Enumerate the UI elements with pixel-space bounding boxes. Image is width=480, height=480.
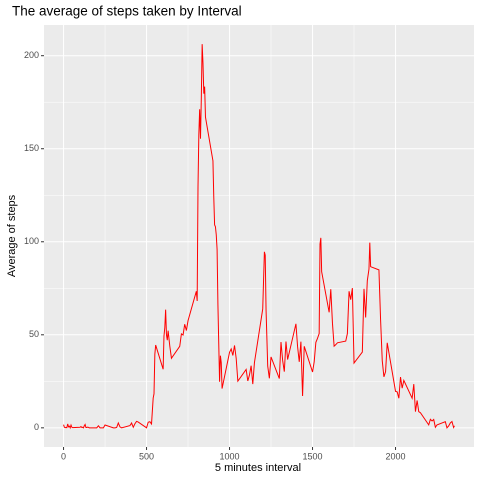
y-tick-label: 50	[29, 329, 39, 339]
x-tick-label: 500	[139, 451, 154, 461]
y-tick-label: 200	[24, 50, 39, 60]
y-axis-title: Average of steps	[6, 194, 18, 277]
x-axis-title: 5 minutes interval	[215, 462, 301, 474]
y-tick-label: 100	[24, 236, 39, 246]
x-tick-label: 1000	[220, 451, 240, 461]
y-tick-label: 0	[34, 422, 39, 432]
plot-panel	[44, 25, 474, 447]
x-tick-label: 1500	[303, 451, 323, 461]
x-tick-label: 0	[61, 451, 66, 461]
x-tick-label: 2000	[386, 451, 406, 461]
chart-title: The average of steps taken by Interval	[12, 4, 242, 19]
y-tick-label: 150	[24, 143, 39, 153]
data-line	[63, 44, 455, 430]
